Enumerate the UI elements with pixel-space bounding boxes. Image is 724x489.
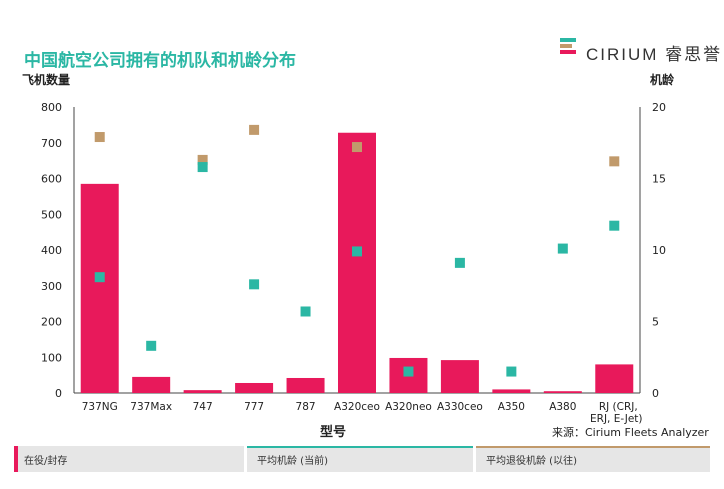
legend-swatch-current-age xyxy=(247,446,473,448)
y2-tick-label: 10 xyxy=(652,244,666,257)
y-axis-title: 飞机数量 xyxy=(22,72,70,87)
y2-tick-label: 0 xyxy=(652,387,659,400)
x-tick-label: A380 xyxy=(549,401,576,413)
current-age-marker xyxy=(197,162,208,173)
current-age-marker xyxy=(557,243,568,254)
x-tick-label: 787 xyxy=(296,401,316,413)
x-tick-label: RJ (CRJ, ERJ, E-Jet) xyxy=(590,401,642,425)
y-tick-label: 200 xyxy=(41,316,62,329)
y-tick-label: 800 xyxy=(41,101,62,114)
x-tick-label: 737NG xyxy=(82,401,118,413)
y-tick-label: 0 xyxy=(55,387,62,400)
current-age-marker xyxy=(146,340,157,351)
bar-777 xyxy=(235,382,274,393)
bar-a350 xyxy=(492,389,531,393)
legend-item-in-service: 在役/封存 xyxy=(14,446,244,472)
bar-747 xyxy=(183,390,222,393)
chart-title: 中国航空公司拥有的机队和机龄分布 xyxy=(24,51,296,71)
x-tick-label: A330ceo xyxy=(437,401,483,413)
y-tick-label: 300 xyxy=(41,280,62,293)
y2-tick-label: 15 xyxy=(652,173,666,186)
y-tick-label: 100 xyxy=(41,351,62,364)
y-tick-label: 400 xyxy=(41,244,62,257)
current-age-marker xyxy=(506,366,517,377)
legend-swatch-retirement-age xyxy=(476,446,710,448)
retirement-age-marker xyxy=(249,124,260,135)
bar-rj xyxy=(595,364,634,393)
retirement-age-marker xyxy=(609,156,620,167)
current-age-marker xyxy=(300,306,311,317)
legend-item-retirement-age: 平均退役机龄 (以往) xyxy=(476,446,710,472)
source-note: 来源：Cirium Fleets Analyzer xyxy=(552,425,709,439)
retirement-age-marker xyxy=(352,142,362,153)
legend-label-in-service: 在役/封存 xyxy=(24,456,68,467)
current-age-marker xyxy=(352,246,362,257)
cirium-logo-text: CIRIUM 睿思誉 xyxy=(586,45,723,64)
cirium-logo: CIRIUM 睿思誉 xyxy=(558,36,720,66)
retirement-age-marker xyxy=(94,132,105,143)
legend-label-current-age: 平均机龄 (当前) xyxy=(257,456,328,467)
current-age-marker xyxy=(94,272,105,283)
legend-swatch-in-service xyxy=(14,446,18,472)
y2-tick-label: 20 xyxy=(652,101,666,114)
x-tick-label: A320neo xyxy=(385,401,432,413)
current-age-marker xyxy=(249,279,260,290)
legend-label-retirement-age: 平均退役机龄 (以往) xyxy=(486,456,577,467)
y2-axis-title: 机龄 xyxy=(650,72,675,87)
y-tick-label: 700 xyxy=(41,137,62,150)
bar-737ng xyxy=(80,183,119,393)
bar-a330ceo xyxy=(440,360,479,393)
y2-tick-label: 5 xyxy=(652,316,659,329)
legend-item-current-age: 平均机龄 (当前) xyxy=(247,446,473,472)
x-tick-label: A320ceo xyxy=(334,401,380,413)
bar-a380 xyxy=(543,391,582,393)
bar-a320ceo xyxy=(338,132,376,394)
current-age-marker xyxy=(454,257,465,268)
x-axis-title: 型号 xyxy=(320,424,346,440)
cirium-logo-icon xyxy=(560,38,576,54)
bar-787 xyxy=(286,377,325,393)
fleet-chart: 飞机数量 机龄 0 100 200 300 400 500 600 700 800 0 5 10 15… xyxy=(22,72,709,440)
x-tick-label: A350 xyxy=(498,401,525,413)
current-age-marker xyxy=(403,366,414,377)
y-tick-label: 600 xyxy=(41,173,62,186)
current-age-marker xyxy=(609,220,620,231)
retirement-age-marker xyxy=(197,154,208,165)
x-tick-label: 777 xyxy=(244,401,264,413)
x-tick-label: 737Max xyxy=(130,401,172,413)
x-tick-label: 747 xyxy=(193,401,213,413)
bar-737max xyxy=(132,376,171,393)
y-tick-label: 500 xyxy=(41,208,62,221)
